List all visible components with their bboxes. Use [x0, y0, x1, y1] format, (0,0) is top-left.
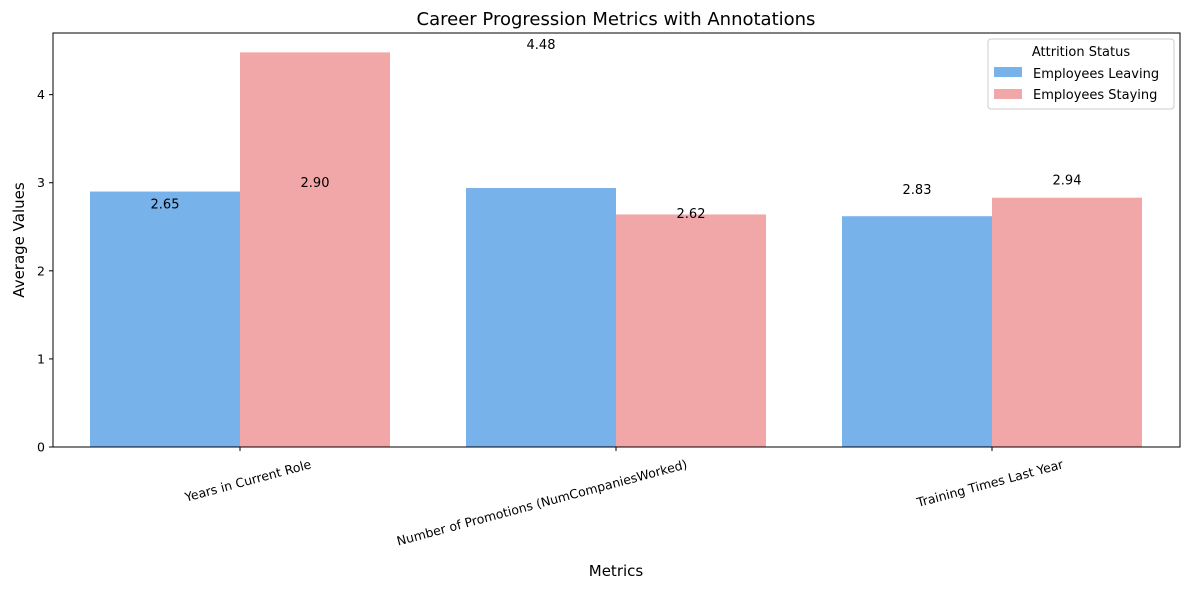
legend: Attrition Status Employees Leaving Emplo… [987, 38, 1175, 110]
y-tick-label-3: 3 [37, 175, 45, 190]
bars-group [90, 52, 1142, 447]
y-tick-label-2: 2 [37, 263, 45, 278]
bar-staying-1 [616, 214, 766, 447]
x-axis-title: Metrics [589, 562, 644, 580]
legend-swatch-leaving [994, 67, 1022, 77]
legend-swatch-staying [994, 89, 1022, 99]
chart-title: Career Progression Metrics with Annotati… [417, 9, 816, 30]
x-tick-label-2: Training Times Last Year [914, 456, 1065, 510]
y-tick-label-0: 0 [37, 440, 45, 455]
legend-frame [987, 38, 1175, 110]
bar-staying-2 [992, 197, 1142, 447]
data-label-0: 2.65 [151, 197, 180, 212]
x-tick-label-1: Number of Promotions (NumCompaniesWorked… [395, 456, 689, 548]
bar-staying-0 [240, 52, 390, 447]
legend-label-staying: Employees Staying [1033, 88, 1157, 103]
data-label-4: 2.83 [903, 183, 932, 198]
annotations-group: 2.65 2.90 4.48 2.62 2.83 2.94 [151, 38, 1082, 222]
y-axis-title: Average Values [10, 182, 28, 298]
bar-leaving-1 [466, 188, 616, 447]
data-label-5: 2.94 [1053, 174, 1082, 189]
y-tick-label-1: 1 [37, 351, 45, 366]
bar-leaving-2 [842, 216, 992, 447]
y-tick-label-4: 4 [37, 87, 45, 102]
y-axis: 0 1 2 3 4 [37, 87, 53, 455]
data-label-3: 2.62 [677, 207, 706, 222]
data-label-1: 2.90 [301, 176, 330, 191]
legend-title: Attrition Status [1032, 45, 1131, 60]
bar-leaving-0 [90, 191, 240, 447]
data-label-2: 4.48 [527, 38, 556, 53]
legend-label-leaving: Employees Leaving [1033, 67, 1159, 82]
x-tick-label-0: Years in Current Role [182, 456, 313, 505]
x-axis: Years in Current Role Number of Promotion… [182, 447, 1066, 549]
